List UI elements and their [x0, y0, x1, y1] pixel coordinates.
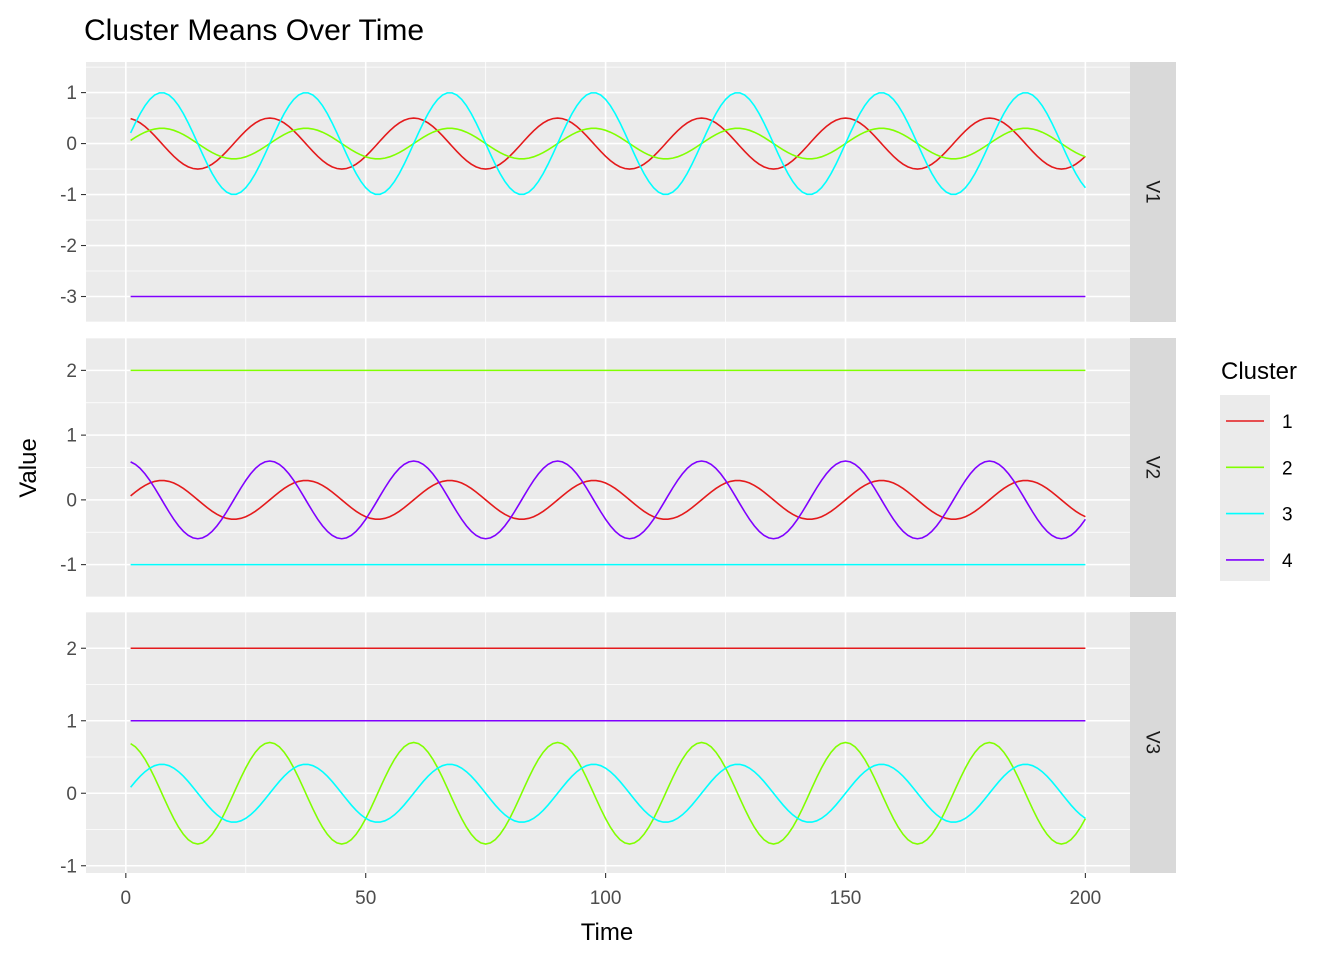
- y-tick-label: 0: [66, 134, 77, 155]
- legend-key-background: [1220, 395, 1270, 581]
- x-tick-label: 100: [590, 888, 622, 909]
- x-tick-label: 50: [355, 888, 376, 909]
- facet-strip-label: V2: [1142, 456, 1163, 479]
- y-tick-label: 2: [66, 361, 77, 382]
- y-tick-label: -1: [60, 555, 77, 576]
- y-tick-label: -3: [60, 287, 77, 308]
- y-tick-label: 2: [66, 639, 77, 660]
- series-line-cluster-3: [129, 92, 1087, 196]
- chart-title: Cluster Means Over Time: [84, 14, 424, 47]
- series-line-cluster-4: [130, 460, 1087, 540]
- facet-panels: -3 -2 -1 0 1 V1 -1 0 1 2 V2 -1 0 1 2 V3: [60, 62, 1176, 877]
- y-tick-label: 1: [66, 83, 77, 104]
- x-tick-label: 200: [1070, 888, 1102, 909]
- series-line-cluster-2: [130, 127, 1086, 160]
- facet-strip: [1130, 338, 1176, 597]
- legend: Cluster 1 2 3 4: [1220, 358, 1297, 581]
- y-tick-label: 0: [66, 784, 77, 805]
- y-tick-label: -1: [60, 856, 77, 877]
- x-tick-label: 150: [830, 888, 862, 909]
- facet-strip: [1130, 62, 1176, 322]
- y-axis-label: Value: [15, 438, 42, 498]
- legend-label-cluster-1: 1: [1282, 412, 1293, 433]
- series-line-cluster-1: [130, 479, 1086, 520]
- y-tick-label: 1: [66, 711, 77, 732]
- y-tick-label: 0: [66, 490, 77, 511]
- series-line-cluster-1: [130, 117, 1086, 170]
- x-tick-label: 0: [121, 888, 132, 909]
- x-axis: 0 50 100 150 200: [121, 873, 1102, 909]
- facet-panel-v1: -3 -2 -1 0 1 V1: [60, 62, 1176, 323]
- facet-strip: [1130, 612, 1176, 873]
- panel-background: [86, 612, 1130, 873]
- facet-strip-label: V1: [1142, 180, 1163, 203]
- panel-background: [86, 62, 1130, 322]
- series-line-cluster-3: [130, 763, 1086, 823]
- legend-title: Cluster: [1221, 358, 1297, 385]
- series-line-cluster-2: [130, 741, 1087, 845]
- legend-label-cluster-3: 3: [1282, 505, 1293, 526]
- facet-panel-v3: -1 0 1 2 V3: [60, 611, 1176, 877]
- y-tick-label: -2: [60, 236, 77, 257]
- legend-label-cluster-2: 2: [1282, 458, 1293, 479]
- facet-panel-v2: -1 0 1 2 V2: [60, 337, 1176, 598]
- legend-label-cluster-4: 4: [1282, 551, 1293, 572]
- x-axis-label: Time: [581, 919, 633, 946]
- facet-strip-label: V3: [1142, 731, 1163, 754]
- y-tick-label: -1: [60, 185, 77, 206]
- y-tick-label: 1: [66, 426, 77, 447]
